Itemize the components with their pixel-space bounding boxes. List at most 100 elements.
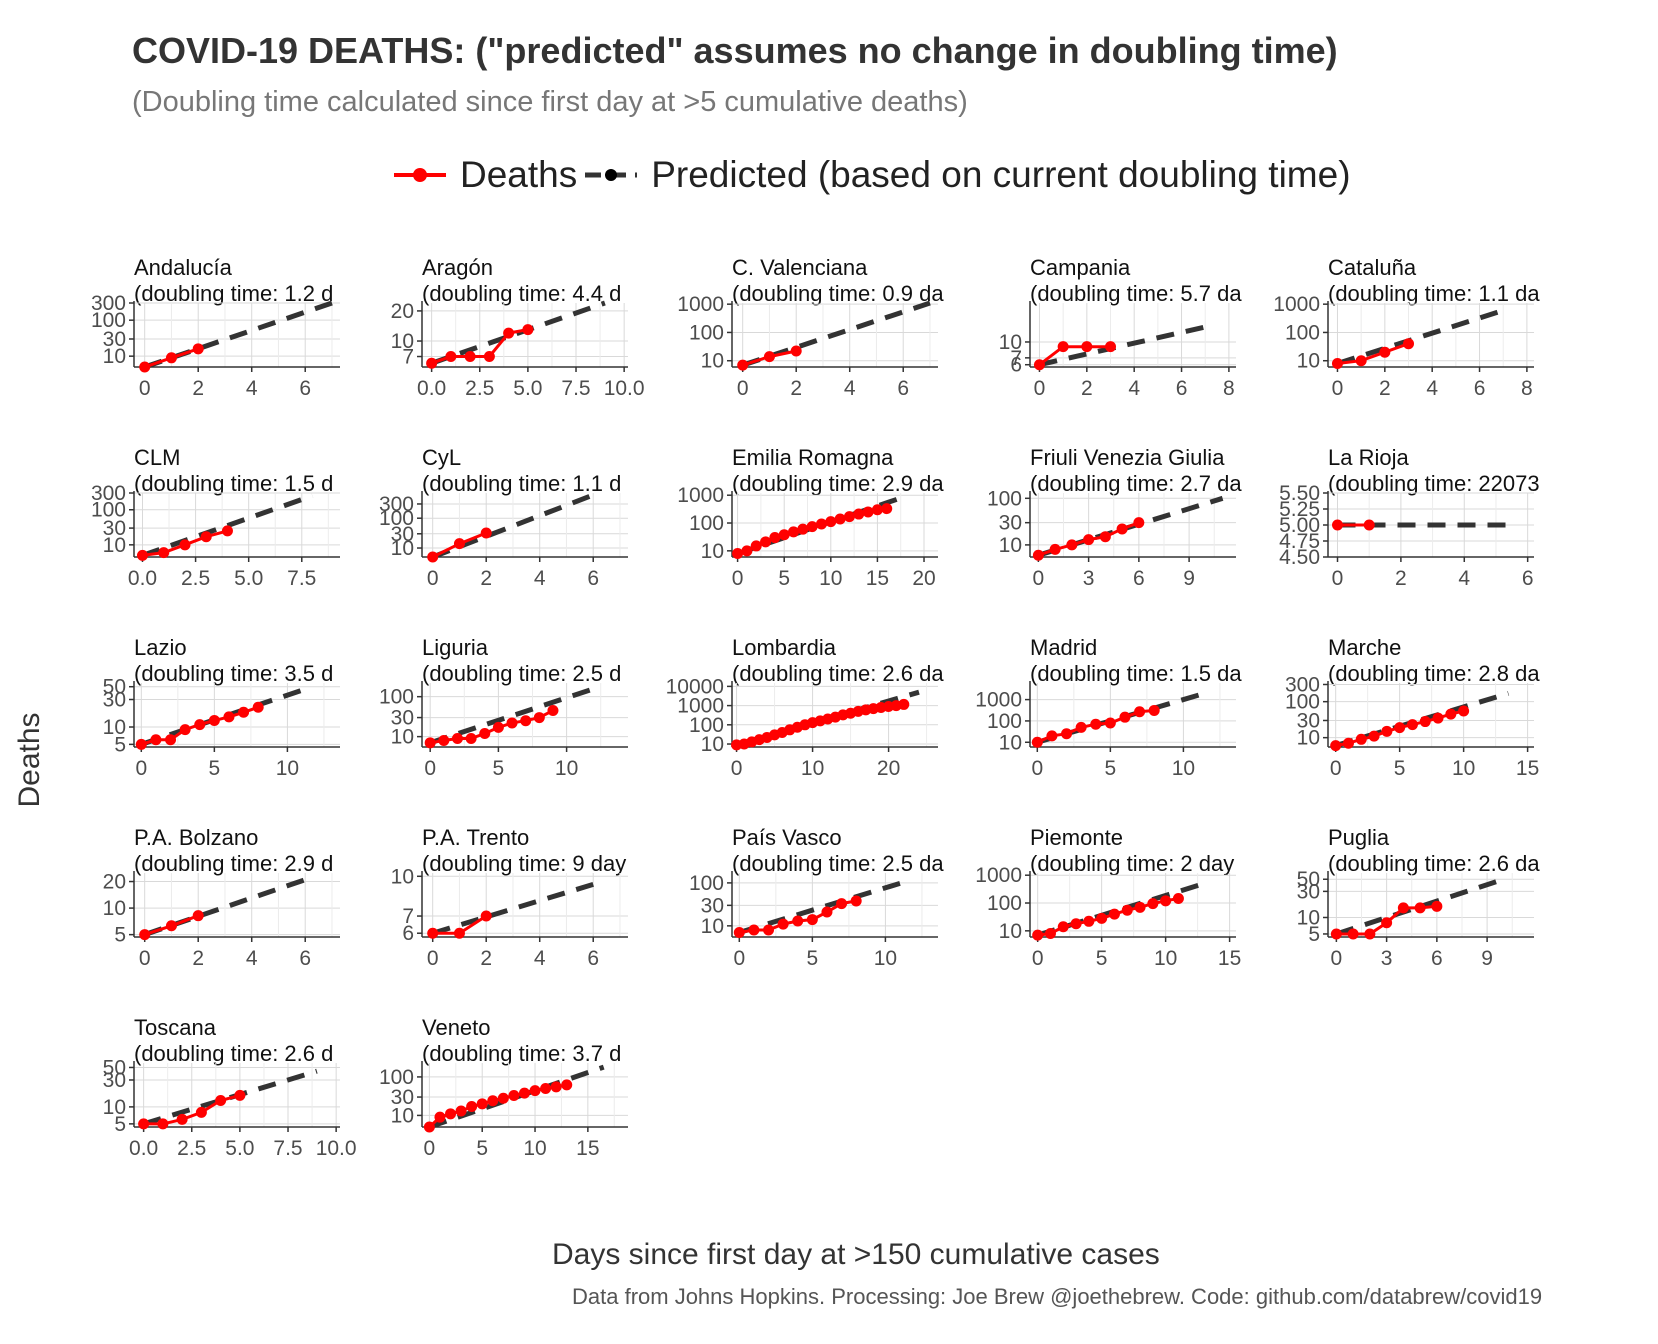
y-tick-label: 30 [999, 512, 1022, 535]
deaths-point [506, 717, 518, 729]
x-tick-label: 2 [1379, 377, 1391, 400]
deaths-point [1057, 341, 1069, 353]
y-tick-label: 100 [689, 714, 724, 737]
facet-doubling-time: (doubling time: 5.7 da [1030, 281, 1242, 306]
x-tick-label: 15 [866, 567, 889, 590]
x-tick-label: 5.0 [225, 1137, 254, 1160]
y-tick-label: 10 [701, 540, 724, 563]
y-tick-label: 10 [391, 537, 414, 560]
x-tick-label: 5 [778, 567, 790, 590]
y-tick-label: 10 [701, 350, 724, 373]
deaths-point [1379, 346, 1391, 358]
facet-la-rioja: La Rioja (doubling time: 22073 4.50 4.75 5.0… [1279, 445, 1540, 595]
gridlines [1328, 873, 1534, 937]
deaths-point [503, 327, 515, 339]
deaths-point [179, 539, 191, 551]
y-tick-label: 50 [103, 676, 126, 699]
deaths-point [252, 701, 264, 713]
x-tick-label: 0 [732, 567, 744, 590]
facet-doubling-time: (doubling time: 1.5 da [1030, 661, 1242, 686]
y-tick-label: 5 [1308, 923, 1320, 946]
facet-friuli-venezia-giulia: Friuli Venezia Giulia (doubling time: 2.7… [987, 445, 1258, 595]
y-tick-label: 7 [402, 905, 414, 928]
facet-marche: Marche (doubling time: 2.8 da 10 30 100 300 0 5… [1285, 635, 1540, 785]
x-tick-label: 2.5 [177, 1137, 206, 1160]
deaths-point [1070, 918, 1082, 930]
y-tick-label: 100 [379, 507, 414, 530]
deaths-point [1403, 338, 1415, 350]
deaths-point [234, 1089, 246, 1101]
gridlines [1030, 683, 1236, 747]
facet-plot: 10 100 1000 0 5 10 15 20 [677, 484, 938, 590]
x-tick-label: 7.5 [561, 377, 590, 400]
facet-title: CyL [422, 445, 462, 470]
deaths-point [423, 1121, 435, 1133]
deaths-point [179, 724, 191, 736]
facet-cyl: CyL (doubling time: 1.1 d 10 30 100 300 0 2 4 6 [379, 445, 634, 595]
deaths-point [1330, 740, 1342, 752]
x-tick-label: 2 [480, 947, 492, 970]
deaths-point [821, 906, 833, 918]
deaths-point [424, 737, 436, 749]
facet-doubling-time: (doubling time: 2 day [1030, 851, 1235, 876]
x-tick-label: 2 [192, 947, 204, 970]
y-tick-label: 7 [1010, 347, 1022, 370]
deaths-point [238, 706, 250, 718]
y-tick-label: 10 [701, 915, 724, 938]
y-tick-label: 30 [701, 894, 724, 917]
deaths-point [1394, 722, 1406, 734]
x-tick-label: 6 [897, 377, 909, 400]
deaths-point [1033, 359, 1045, 371]
facet-title: Aragón [422, 255, 493, 280]
deaths-point [451, 732, 463, 744]
facet-doubling-time: (doubling time: 3.7 d [422, 1041, 622, 1066]
facet-doubling-time: (doubling time: 9 day [422, 851, 627, 876]
x-tick-label: 4 [844, 377, 856, 400]
facet-liguria: Liguria (doubling time: 2.5 d 10 30 100 0 5 10 [379, 635, 634, 785]
facet-lazio: Lazio (doubling time: 3.5 d 5 10 30 50 0 5 10 [103, 635, 346, 785]
x-tick-label: 0 [139, 947, 151, 970]
deaths-point [1368, 730, 1380, 742]
y-tick-label: 10 [103, 534, 126, 557]
deaths-point [1104, 717, 1116, 729]
y-tick-label: 5.00 [1279, 514, 1320, 537]
deaths-point [176, 1113, 188, 1125]
deaths-point [464, 351, 476, 363]
predicted-legend-label: Predicted (based on current doubling tim… [651, 154, 1351, 195]
deaths-point [165, 734, 177, 746]
deaths-point [825, 516, 837, 528]
y-tick-label: 100 [987, 892, 1022, 915]
y-tick-label: 4.75 [1279, 530, 1320, 553]
deaths-point [763, 924, 775, 936]
deaths-point [778, 529, 790, 541]
y-tick-label: 5 [114, 733, 126, 756]
x-tick-label: 0 [1033, 567, 1045, 590]
y-tick-label: 100 [91, 499, 126, 522]
x-tick-label: 10.0 [604, 377, 645, 400]
deaths-point [1031, 736, 1043, 748]
x-tick-label: 10 [1172, 757, 1195, 780]
y-tick-label: 10 [999, 331, 1022, 354]
x-tick-label: 0.0 [417, 377, 446, 400]
deaths-point [763, 351, 775, 363]
y-tick-label: 1000 [677, 695, 724, 718]
deaths-point [540, 1083, 552, 1095]
deaths-point [1431, 900, 1443, 912]
x-tick-label: 10 [801, 757, 824, 780]
y-tick-label: 10 [999, 731, 1022, 754]
deaths-point [1032, 549, 1044, 561]
deaths-point [1147, 898, 1159, 910]
deaths-point [853, 508, 865, 520]
deaths-point [529, 1085, 541, 1097]
x-tick-label: 0 [427, 567, 439, 590]
deaths-point [790, 345, 802, 357]
deaths-point [192, 910, 204, 922]
facet-doubling-time: (doubling time: 22073 [1328, 471, 1540, 496]
deaths-point [806, 914, 818, 926]
deaths-point [1432, 712, 1444, 724]
facet-title: Veneto [422, 1015, 491, 1040]
